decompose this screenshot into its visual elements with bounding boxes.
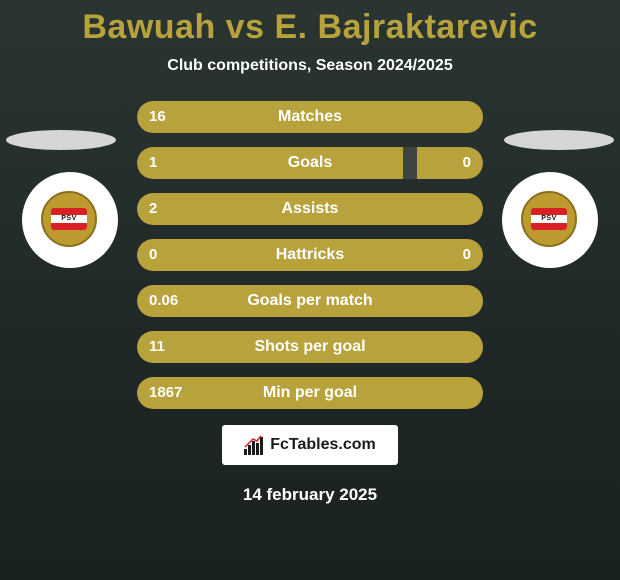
stat-label: Hattricks: [137, 239, 483, 271]
psv-shield-icon: PSV: [521, 191, 577, 247]
stat-value-left: 16: [149, 101, 166, 133]
logo-text: FcTables.com: [270, 436, 376, 454]
stat-row: Assists2: [137, 193, 483, 225]
stat-row: Matches16: [137, 101, 483, 133]
stats-list: Matches16Goals10Assists2Hattricks00Goals…: [137, 101, 483, 409]
club-code-left: PSV: [61, 215, 77, 222]
stat-row: Min per goal1867: [137, 377, 483, 409]
stat-label: Goals: [137, 147, 483, 179]
club-code-right: PSV: [541, 215, 557, 222]
player-halo-left: [6, 130, 116, 150]
fctables-logo: FcTables.com: [222, 425, 398, 465]
stat-label: Matches: [137, 101, 483, 133]
stat-value-left: 11: [149, 331, 165, 363]
stat-row: Goals per match0.06: [137, 285, 483, 317]
date-label: 14 february 2025: [0, 485, 620, 505]
subtitle: Club competitions, Season 2024/2025: [0, 57, 620, 75]
psv-shield-icon: PSV: [41, 191, 97, 247]
page-title: Bawuah vs E. Bajraktarevic: [0, 8, 620, 47]
stat-label: Min per goal: [137, 377, 483, 409]
stat-value-left: 1: [149, 147, 157, 179]
club-badge-right: PSV: [502, 172, 598, 268]
stat-row: Hattricks0 0: [137, 239, 483, 271]
stat-value-right: 0: [463, 239, 471, 271]
stat-value-left: 2: [149, 193, 157, 225]
player-halo-right: [504, 130, 614, 150]
stat-value-left: 0.06: [149, 285, 178, 317]
stat-value-right: 0: [463, 147, 471, 179]
stat-value-left: 1867: [149, 377, 182, 409]
comparison-card: Bawuah vs E. Bajraktarevic Club competit…: [0, 0, 620, 580]
bar-chart-icon: [244, 435, 266, 455]
club-badge-left: PSV: [22, 172, 118, 268]
stat-row: Goals1 0: [137, 147, 483, 179]
stat-label: Goals per match: [137, 285, 483, 317]
stat-value-left: 0: [149, 239, 157, 271]
stat-label: Assists: [137, 193, 483, 225]
stat-label: Shots per goal: [137, 331, 483, 363]
stat-row: Shots per goal11: [137, 331, 483, 363]
